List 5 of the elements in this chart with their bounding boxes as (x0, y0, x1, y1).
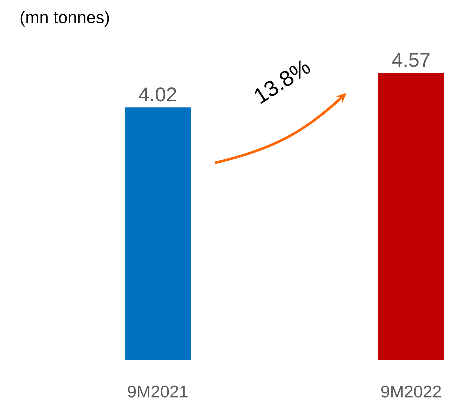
x-tick-label: 9M2021 (128, 386, 188, 398)
y-axis-title: (mn tonnes) (20, 11, 110, 27)
x-tick-label: 9M2022 (382, 386, 442, 398)
data-label: 4.02 (139, 88, 176, 102)
data-label: 4.57 (392, 53, 430, 68)
